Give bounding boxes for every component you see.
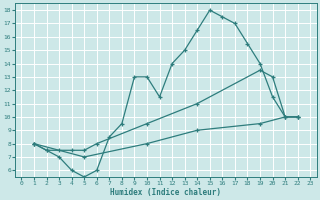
X-axis label: Humidex (Indice chaleur): Humidex (Indice chaleur) xyxy=(110,188,221,197)
